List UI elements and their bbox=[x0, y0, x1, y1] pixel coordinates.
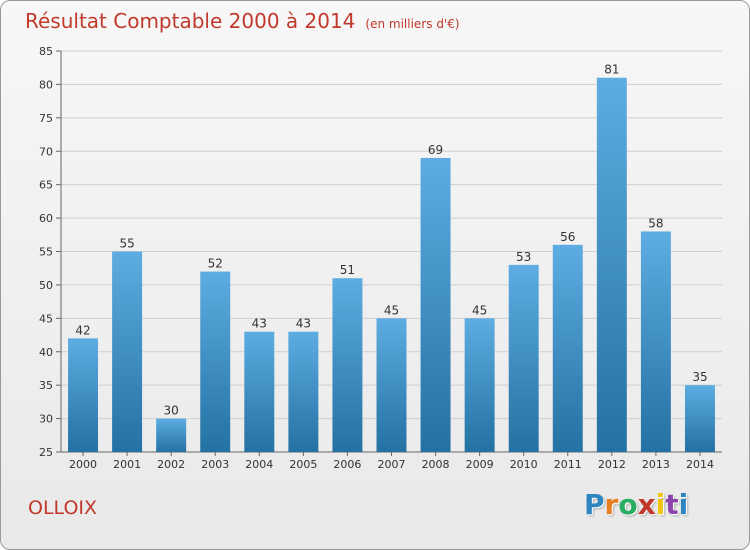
y-tick-label: 25 bbox=[39, 446, 53, 459]
data-label: 42 bbox=[75, 323, 90, 337]
data-label: 45 bbox=[384, 303, 399, 317]
x-tick-label: 2008 bbox=[422, 458, 450, 471]
bar-2006 bbox=[332, 278, 363, 452]
x-tick-label: 2013 bbox=[642, 458, 670, 471]
x-tick-label: 2014 bbox=[686, 458, 714, 471]
unit-note: (en milliers d'€) bbox=[365, 17, 460, 31]
bar-2012 bbox=[596, 77, 627, 452]
chart-title: Résultat Comptable 2000 à 2014 (en millie… bbox=[25, 9, 460, 33]
y-tick-label: 45 bbox=[39, 312, 53, 325]
x-tick-label: 2011 bbox=[554, 458, 582, 471]
x-tick-label: 2000 bbox=[69, 458, 97, 471]
bar-2001 bbox=[112, 251, 143, 452]
x-tick-label: 2006 bbox=[333, 458, 361, 471]
logo-letter: i bbox=[655, 488, 666, 521]
data-label: 69 bbox=[428, 143, 443, 157]
x-tick-label: 2012 bbox=[598, 458, 626, 471]
bar-2003 bbox=[200, 271, 231, 452]
x-tick-label: 2002 bbox=[157, 458, 185, 471]
bar-2000 bbox=[68, 338, 99, 452]
logo-letter: r bbox=[604, 488, 619, 521]
bar-2009 bbox=[464, 318, 495, 452]
y-tick-label: 40 bbox=[39, 346, 53, 359]
y-tick-label: 35 bbox=[39, 379, 53, 392]
logo-letter: x bbox=[637, 488, 656, 521]
bar-2014 bbox=[684, 385, 715, 452]
x-tick-label: 2005 bbox=[289, 458, 317, 471]
bar-2005 bbox=[288, 331, 319, 452]
logo-letter: o bbox=[618, 488, 638, 521]
y-tick-label: 65 bbox=[39, 179, 53, 192]
data-label: 43 bbox=[252, 317, 267, 331]
data-label: 35 bbox=[692, 370, 707, 384]
x-tick-label: 2001 bbox=[113, 458, 141, 471]
data-label: 45 bbox=[472, 303, 487, 317]
y-tick-label: 85 bbox=[39, 45, 53, 58]
proxiti-logo: Proxiti bbox=[584, 488, 688, 521]
bar-2004 bbox=[244, 331, 275, 452]
y-tick-label: 70 bbox=[39, 145, 53, 158]
bar-2008 bbox=[420, 157, 451, 452]
data-label: 43 bbox=[296, 317, 311, 331]
bar-2010 bbox=[508, 264, 539, 452]
y-tick-label: 50 bbox=[39, 279, 53, 292]
data-label: 51 bbox=[340, 263, 355, 277]
data-label: 55 bbox=[119, 237, 134, 251]
data-label: 56 bbox=[560, 230, 575, 244]
data-label: 81 bbox=[604, 63, 619, 77]
data-label: 30 bbox=[164, 404, 179, 418]
title-text: Résultat Comptable 2000 à 2014 bbox=[25, 9, 356, 33]
data-label: 52 bbox=[208, 257, 223, 271]
x-tick-label: 2004 bbox=[245, 458, 273, 471]
commune-name: OLLOIX bbox=[28, 497, 98, 519]
logo-letter: t bbox=[665, 488, 679, 521]
x-tick-label: 2003 bbox=[201, 458, 229, 471]
bar-2007 bbox=[376, 318, 407, 452]
data-label: 58 bbox=[648, 216, 663, 230]
y-tick-label: 60 bbox=[39, 212, 53, 225]
x-tick-label: 2009 bbox=[466, 458, 494, 471]
bar-2002 bbox=[156, 418, 187, 452]
y-tick-label: 75 bbox=[39, 112, 53, 125]
bar-2013 bbox=[640, 231, 671, 452]
x-tick-label: 2010 bbox=[510, 458, 538, 471]
logo-letter: i bbox=[678, 488, 689, 521]
y-tick-label: 55 bbox=[39, 246, 53, 259]
x-tick-label: 2007 bbox=[378, 458, 406, 471]
bar-2011 bbox=[552, 244, 583, 452]
y-tick-label: 30 bbox=[39, 413, 53, 426]
data-label: 53 bbox=[516, 250, 531, 264]
logo-letter: P bbox=[584, 488, 605, 521]
y-tick-label: 80 bbox=[39, 78, 53, 91]
